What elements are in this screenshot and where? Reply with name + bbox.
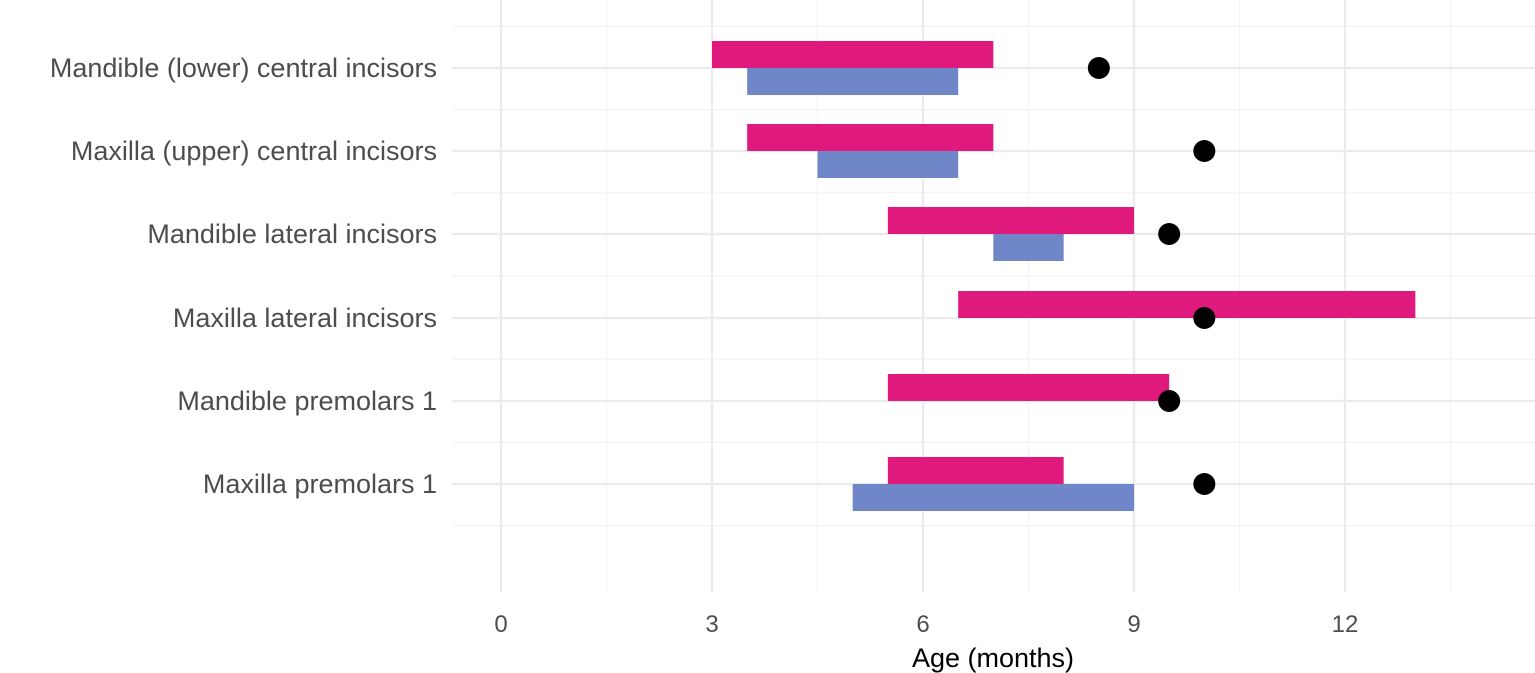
data-point-5: [1193, 473, 1216, 495]
grid-minor-y: [452, 25, 1535, 527]
bar-range-b-5: [852, 484, 1134, 511]
data-point-3: [1193, 307, 1216, 329]
data-point-2: [1158, 223, 1181, 245]
x-axis-title: Age (months): [912, 643, 1074, 673]
bars: [712, 41, 1416, 511]
bar-range-a-4: [887, 374, 1170, 401]
data-point-0: [1087, 57, 1110, 79]
bar-range-a-5: [887, 457, 1064, 484]
data-point-1: [1193, 140, 1216, 162]
category-label-4: Mandible premolars 1: [177, 386, 437, 416]
x-tick-label-0: 0: [494, 611, 507, 638]
category-label-3: Maxilla lateral incisors: [173, 303, 437, 333]
bar-range-a-1: [747, 124, 994, 151]
data-point-4: [1158, 390, 1181, 412]
points: [1087, 57, 1216, 495]
bar-range-a-3: [958, 291, 1416, 318]
category-labels: Mandible (lower) central incisors Maxilla…: [50, 53, 437, 499]
x-tick-label-9: 9: [1127, 611, 1140, 638]
x-tick-label-3: 3: [705, 611, 718, 638]
category-label-5: Maxilla premolars 1: [203, 469, 437, 499]
bar-range-b-1: [817, 151, 959, 178]
bar-range-a-2: [887, 207, 1134, 234]
x-tick-labels: 0 3 6 9 12: [494, 611, 1358, 638]
bar-range-b-2: [993, 234, 1064, 261]
category-label-2: Mandible lateral incisors: [147, 219, 437, 249]
bar-range-b-0: [747, 68, 959, 95]
category-label-0: Mandible (lower) central incisors: [50, 53, 437, 83]
category-label-1: Maxilla (upper) central incisors: [71, 136, 437, 166]
x-tick-label-6: 6: [916, 611, 929, 638]
x-tick-label-12: 12: [1332, 611, 1359, 638]
bar-range-a-0: [712, 41, 994, 68]
